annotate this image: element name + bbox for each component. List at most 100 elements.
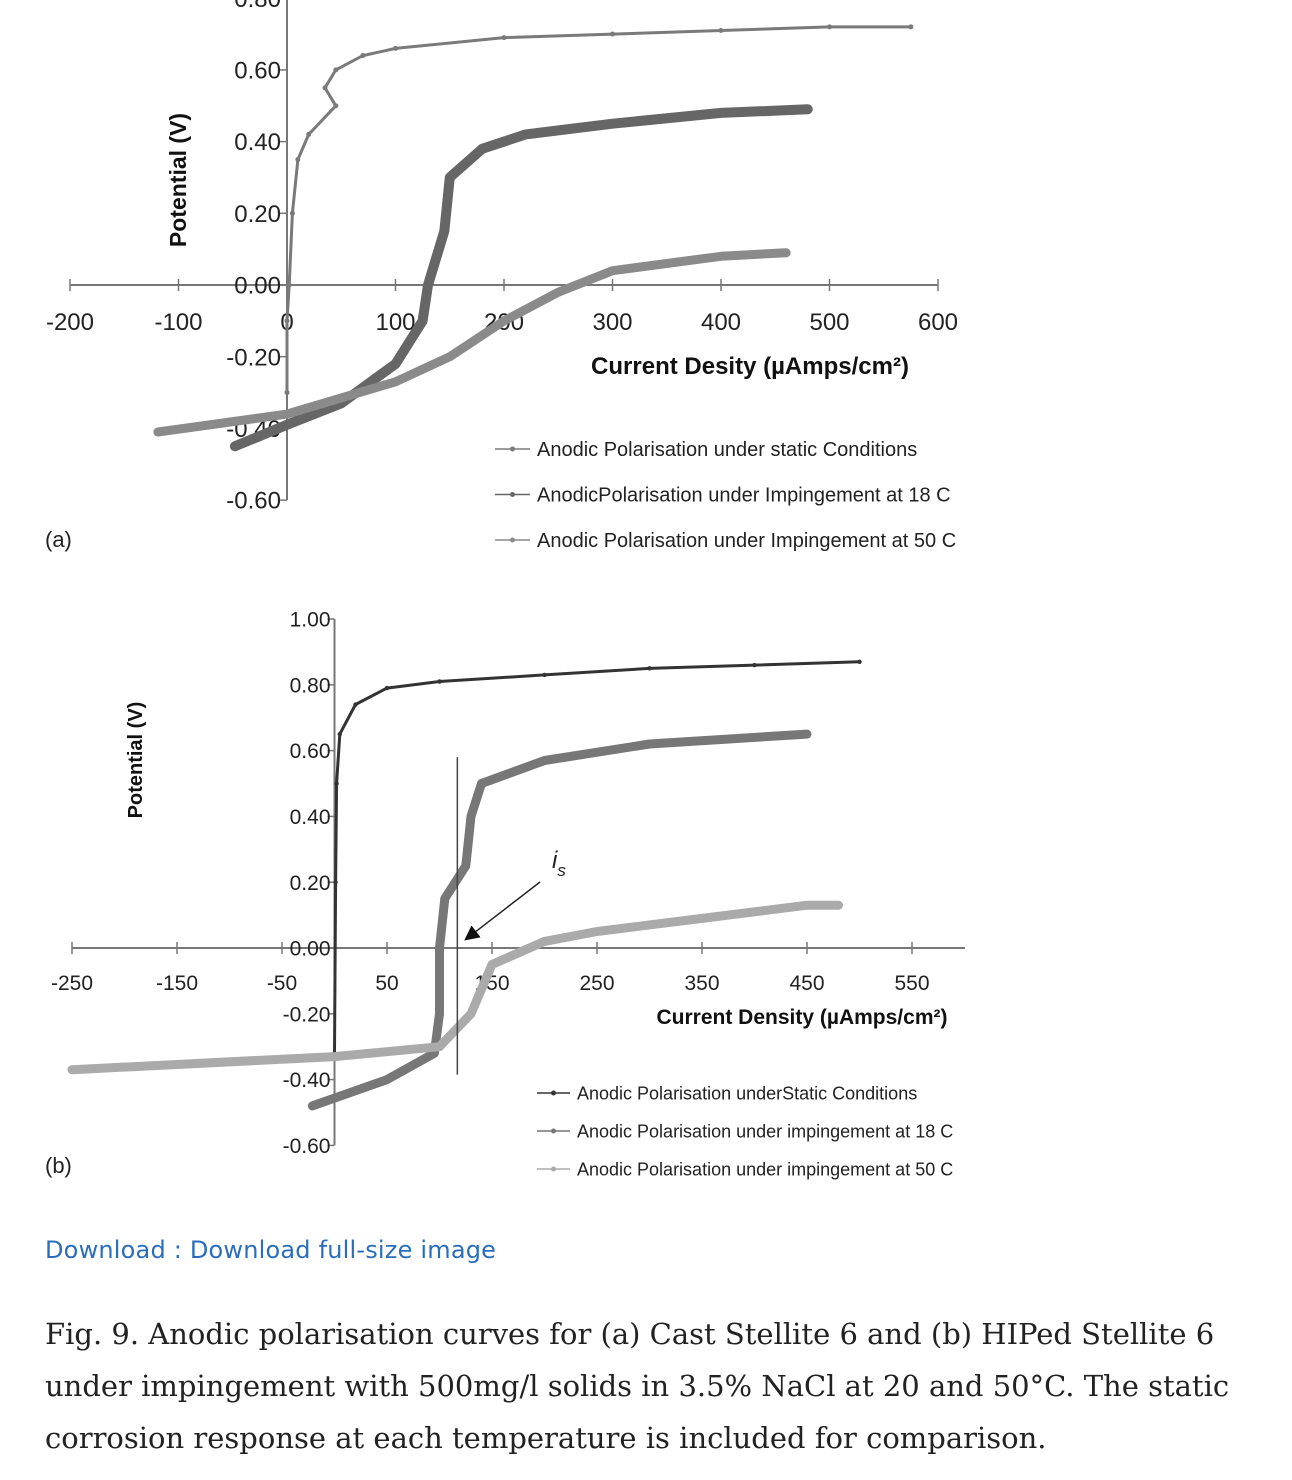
legend-swatch-marker	[510, 537, 515, 543]
data-point	[718, 27, 724, 33]
figure: -200-10001002003004005006000.800.600.400…	[45, 0, 965, 1179]
data-point	[436, 945, 443, 951]
data-point	[286, 282, 292, 288]
data-point	[609, 120, 616, 128]
legend: Anodic Polarisation underStatic Conditio…	[537, 1083, 953, 1179]
data-point	[468, 813, 474, 820]
y-tick-label: -0.60	[226, 488, 281, 515]
legend: Anodic Polarisation under static Conditi…	[495, 439, 956, 552]
legend-swatch-marker	[510, 446, 515, 452]
data-point	[283, 410, 291, 418]
data-point	[333, 67, 339, 73]
data-point	[295, 157, 301, 163]
data-point	[554, 288, 562, 296]
y-tick-label: 0.80	[234, 0, 281, 13]
data-point	[541, 938, 548, 945]
x-tick-label: 500	[809, 309, 849, 336]
data-point	[541, 757, 548, 764]
data-point	[437, 679, 442, 684]
legend-swatch-marker	[551, 1128, 556, 1134]
x-tick-label: 550	[894, 972, 929, 995]
data-point	[306, 131, 312, 137]
is-annotation: is	[552, 847, 566, 880]
data-point	[231, 442, 239, 450]
is-arrow	[464, 881, 541, 941]
data-point	[594, 928, 600, 935]
legend-entry: Anodic Polarisation under impingement at…	[577, 1159, 953, 1179]
legend-entry: Anodic Polarisation underStatic Conditio…	[577, 1083, 917, 1103]
download-full-size-image-link[interactable]: Download : Download full-size image	[45, 1236, 497, 1264]
data-point	[646, 741, 653, 748]
x-axis-title: Current Desity (µAmps/cm²)	[591, 353, 909, 380]
x-tick-label: -50	[267, 972, 297, 995]
panel-label: (b)	[45, 1153, 72, 1178]
y-tick-label: 1.00	[290, 609, 331, 632]
data-point	[322, 85, 328, 91]
x-tick-label: -150	[156, 972, 198, 995]
y-tick-label: 0.60	[290, 740, 331, 763]
x-tick-label: 50	[375, 972, 398, 995]
data-point	[353, 702, 358, 707]
x-tick-label: 450	[789, 972, 824, 995]
data-point	[717, 109, 725, 117]
y-tick-label: 0.40	[290, 806, 331, 829]
y-tick-label: -0.40	[283, 1069, 331, 1092]
data-point	[441, 895, 448, 902]
x-tick-label: -100	[154, 309, 202, 336]
data-point	[283, 421, 291, 429]
data-point	[384, 1076, 390, 1083]
data-point	[804, 902, 810, 909]
data-point	[908, 24, 914, 30]
data-point	[384, 685, 390, 691]
data-point	[424, 281, 432, 289]
x-tick-label: 100	[375, 309, 415, 336]
x-tick-label: 600	[918, 309, 958, 336]
legend-entry: AnodicPolarisation under Impingement at …	[537, 485, 951, 507]
data-point	[835, 902, 842, 909]
data-point	[309, 1102, 316, 1109]
x-tick-label: 400	[701, 309, 741, 336]
data-point	[804, 731, 810, 738]
y-axis-title: Potential (V)	[125, 702, 147, 819]
data-point	[419, 317, 427, 325]
series-1	[332, 659, 862, 1056]
y-tick-label: 0.00	[290, 938, 331, 961]
data-point	[446, 353, 454, 361]
x-tick-label: 250	[579, 972, 614, 995]
figure-caption: Fig. 9. Anodic polarisation curves for (…	[45, 1317, 1230, 1455]
data-point	[392, 360, 399, 368]
series-line	[229, 104, 813, 452]
data-point	[333, 880, 338, 885]
data-point	[489, 961, 495, 968]
data-point	[857, 659, 862, 664]
x-tick-label: -250	[51, 972, 93, 995]
data-point	[478, 145, 486, 153]
legend-swatch-marker	[551, 1090, 556, 1096]
legend-entry: Anodic Polarisation under static Conditi…	[537, 439, 917, 461]
legend-entry: Anodic Polarisation under impingement at…	[577, 1121, 953, 1141]
data-point	[331, 1053, 338, 1060]
y-tick-label: 0.60	[234, 58, 281, 85]
series-line	[285, 25, 913, 395]
data-point	[478, 780, 485, 787]
chart-b: -250 -150 -50 50 150 250 350 450 5501.000.800.60…	[45, 609, 965, 1179]
y-tick-label: 0.20	[234, 201, 281, 228]
data-point	[752, 662, 757, 668]
data-point	[154, 428, 162, 436]
data-point	[699, 915, 705, 922]
series-2	[229, 104, 813, 452]
chart-a: -200-10001002003004005006000.800.600.400…	[45, 0, 958, 552]
data-point	[501, 35, 507, 41]
data-point	[436, 1043, 443, 1050]
series-line	[67, 900, 843, 1075]
data-point	[717, 252, 725, 260]
y-tick-label: -0.20	[226, 344, 281, 371]
y-axis-title: Potential (V)	[165, 113, 191, 247]
data-point	[440, 227, 448, 235]
is-annotation-subscript: s	[557, 861, 566, 880]
x-axis-title: Current Density (µAmps/cm²)	[657, 1006, 948, 1029]
data-point	[337, 731, 342, 737]
data-point	[542, 672, 547, 678]
data-point	[69, 1066, 75, 1073]
y-tick-label: 0.00	[234, 273, 281, 300]
